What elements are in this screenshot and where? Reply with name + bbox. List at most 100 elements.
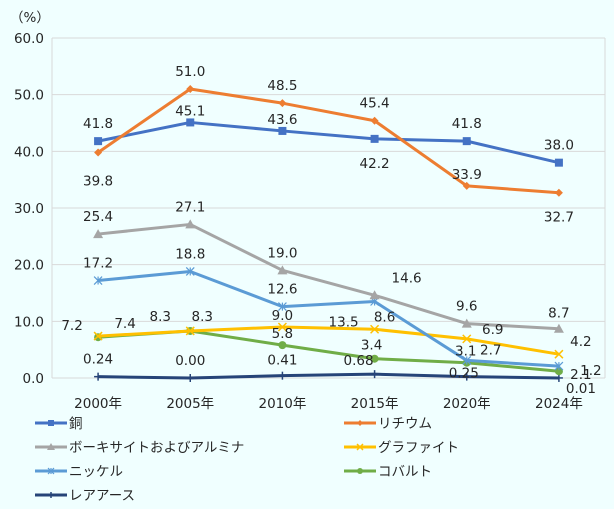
x-axis-ticks: 2000年 2005年 2010年 2015年 2020年 2024年 [74, 396, 583, 412]
legend-label: ボーキサイトおよびアルミナ [69, 440, 244, 456]
data-label: 6.9 [482, 322, 503, 338]
marker-circle [554, 367, 563, 376]
marker-triangle [277, 265, 288, 275]
series-line [98, 372, 559, 380]
data-label: 2.1 [570, 367, 591, 383]
marker-square [462, 137, 471, 146]
data-label: 9.6 [456, 299, 477, 315]
marker-plus [462, 372, 471, 381]
data-label: 25.4 [83, 209, 113, 225]
series-0 [94, 118, 563, 167]
legend-label: 銅 [69, 416, 83, 432]
data-label: 32.7 [544, 210, 574, 226]
data-label: 7.4 [114, 316, 135, 332]
data-label: 45.1 [175, 103, 205, 119]
marker-plus [186, 374, 195, 382]
series-line [97, 269, 560, 368]
legend-item: 銅 [35, 416, 83, 432]
data-label: 12.6 [267, 282, 297, 298]
y-tick-label: 10.0 [14, 314, 44, 330]
marker-diamond [357, 420, 363, 426]
marker-triangle [553, 323, 564, 333]
data-label: 19.0 [267, 245, 297, 261]
series-line [97, 87, 560, 195]
marker-star [185, 267, 195, 276]
data-label: 38.0 [544, 138, 574, 154]
data-label: 43.6 [267, 112, 297, 128]
marker-x [462, 334, 472, 344]
series-line [97, 222, 559, 331]
marker-star [93, 276, 103, 285]
data-label: 8.3 [192, 309, 213, 325]
y-axis-unit-label: （%） [10, 10, 50, 26]
marker-x [554, 349, 564, 359]
legend-label: グラファイト [378, 440, 459, 456]
marker-plus [278, 371, 287, 380]
data-label: 41.8 [452, 116, 482, 132]
marker-diamond [370, 116, 379, 125]
series-2 [93, 219, 564, 333]
data-label: 8.6 [374, 309, 395, 325]
legend-label: リチウム [378, 416, 432, 432]
data-label: 42.2 [360, 156, 390, 172]
marker-plus [554, 373, 563, 382]
marker-square [370, 134, 379, 143]
x-tick-label: 2024年 [535, 396, 583, 412]
y-tick-label: 30.0 [14, 201, 44, 217]
marker-square [48, 420, 54, 426]
data-label: 1.2 [580, 363, 601, 379]
data-label: 7.2 [61, 318, 82, 334]
data-label: 51.0 [175, 64, 205, 80]
marker-plus [370, 370, 379, 379]
marker-triangle [185, 219, 196, 229]
data-label: 8.7 [548, 306, 569, 322]
marker-square [94, 137, 103, 146]
data-label: 0.25 [449, 366, 479, 382]
series-3 [93, 322, 564, 359]
marker-diamond [278, 99, 287, 108]
x-tick-label: 2005年 [166, 396, 214, 412]
legend-label: コバルト [378, 464, 432, 480]
y-axis-ticks: 0.0 10.0 20.0 30.0 40.0 50.0 60.0 [14, 31, 44, 387]
data-label: 9.0 [272, 308, 293, 324]
legend-item: ボーキサイトおよびアルミナ [35, 440, 244, 456]
data-label: 39.8 [83, 173, 113, 189]
marker-x [93, 331, 103, 341]
marker-star [554, 361, 564, 371]
marker-diamond [94, 148, 103, 157]
legend-label: レアアース [69, 488, 135, 504]
legend-item: コバルト [344, 464, 432, 480]
data-labels: 41.8 45.1 43.6 42.2 41.8 38.0 39.8 51.0 48.5 45.4… [61, 64, 601, 397]
data-label: 33.9 [452, 167, 482, 183]
marker-x [356, 443, 364, 451]
marker-diamond [554, 188, 563, 197]
marker-plus [94, 372, 103, 381]
data-label: 4.2 [570, 334, 591, 350]
marker-star [462, 356, 472, 365]
data-label: 27.1 [175, 199, 205, 215]
marker-circle [370, 354, 379, 363]
marker-star [47, 467, 55, 475]
y-tick-label: 50.0 [14, 88, 44, 104]
marker-diamond [462, 181, 471, 190]
marker-x [185, 326, 195, 336]
data-label: 13.5 [329, 315, 359, 331]
data-label: 0.68 [344, 353, 374, 369]
marker-circle [278, 341, 287, 350]
marker-triangle [47, 443, 55, 450]
marker-triangle [461, 318, 472, 328]
marker-plus [48, 492, 54, 498]
data-label: 17.2 [83, 256, 113, 272]
x-tick-label: 2010年 [258, 396, 306, 412]
y-tick-label: 20.0 [14, 258, 44, 274]
marker-star [277, 302, 287, 312]
legend-item: グラファイト [344, 440, 459, 456]
y-tick-label: 60.0 [14, 31, 44, 47]
legend-item: ニッケル [35, 464, 123, 480]
data-label: 45.4 [360, 96, 390, 112]
gridlines [51, 37, 606, 379]
data-label: 14.6 [392, 270, 422, 286]
legend-label: ニッケル [69, 464, 123, 480]
